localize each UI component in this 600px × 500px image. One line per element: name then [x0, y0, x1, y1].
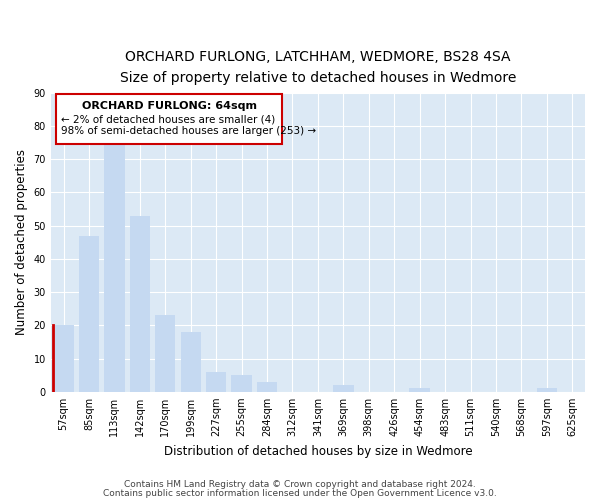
FancyBboxPatch shape: [56, 94, 282, 144]
Bar: [409, 388, 430, 392]
Bar: [79, 236, 99, 392]
Y-axis label: Number of detached properties: Number of detached properties: [15, 150, 28, 336]
Bar: [333, 385, 353, 392]
Text: 98% of semi-detached houses are larger (253) →: 98% of semi-detached houses are larger (…: [61, 126, 316, 136]
Text: Contains public sector information licensed under the Open Government Licence v3: Contains public sector information licen…: [103, 489, 497, 498]
X-axis label: Distribution of detached houses by size in Wedmore: Distribution of detached houses by size …: [164, 444, 472, 458]
Bar: [130, 216, 150, 392]
Bar: [53, 326, 74, 392]
Bar: [104, 142, 125, 392]
Bar: [536, 388, 557, 392]
Bar: [181, 332, 201, 392]
Bar: [206, 372, 226, 392]
Bar: [155, 316, 175, 392]
Title: ORCHARD FURLONG, LATCHHAM, WEDMORE, BS28 4SA
Size of property relative to detach: ORCHARD FURLONG, LATCHHAM, WEDMORE, BS28…: [120, 50, 516, 84]
Text: Contains HM Land Registry data © Crown copyright and database right 2024.: Contains HM Land Registry data © Crown c…: [124, 480, 476, 489]
Text: ← 2% of detached houses are smaller (4): ← 2% of detached houses are smaller (4): [61, 114, 275, 124]
Bar: [257, 382, 277, 392]
Text: ORCHARD FURLONG: 64sqm: ORCHARD FURLONG: 64sqm: [82, 101, 257, 111]
Bar: [232, 375, 252, 392]
